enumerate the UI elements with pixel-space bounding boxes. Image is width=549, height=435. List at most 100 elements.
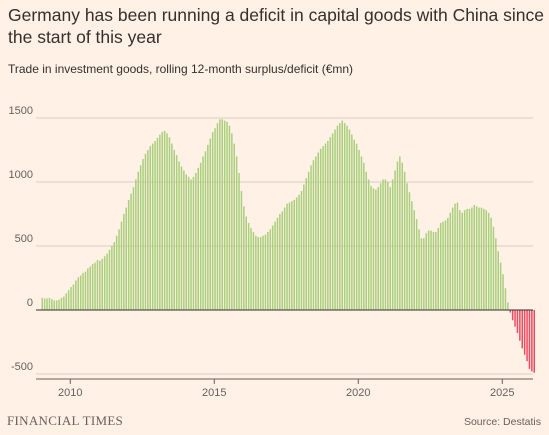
bar bbox=[495, 238, 497, 310]
bar bbox=[485, 210, 487, 310]
bar bbox=[329, 137, 331, 310]
bar bbox=[91, 263, 94, 310]
bar bbox=[346, 125, 348, 311]
bar bbox=[288, 202, 291, 310]
bar bbox=[319, 148, 322, 310]
chart-subtitle: Trade in investment goods, rolling 12-mo… bbox=[8, 62, 354, 76]
bar bbox=[178, 161, 180, 310]
bar bbox=[51, 299, 53, 310]
bar bbox=[84, 271, 87, 310]
bar bbox=[228, 125, 231, 311]
bar bbox=[343, 123, 346, 311]
bar bbox=[214, 128, 216, 310]
bar bbox=[303, 184, 305, 310]
bar bbox=[507, 302, 509, 310]
bar bbox=[358, 150, 360, 310]
bar bbox=[79, 275, 82, 310]
source-note: Source: Destatis bbox=[463, 416, 541, 428]
bar bbox=[331, 133, 334, 310]
bar bbox=[82, 272, 84, 310]
bar bbox=[223, 120, 226, 310]
bar bbox=[408, 192, 411, 310]
bar bbox=[271, 225, 274, 310]
bar bbox=[293, 199, 295, 310]
bar bbox=[487, 212, 490, 310]
bar bbox=[46, 298, 48, 310]
bar bbox=[324, 143, 327, 310]
bar bbox=[399, 156, 401, 310]
bar bbox=[279, 214, 281, 310]
bar bbox=[526, 310, 528, 362]
bar bbox=[420, 238, 423, 310]
bar bbox=[437, 228, 439, 310]
bar bbox=[226, 121, 228, 310]
bar bbox=[60, 297, 63, 310]
bar bbox=[351, 134, 353, 310]
bar bbox=[499, 262, 502, 310]
bar bbox=[468, 208, 471, 310]
bar bbox=[310, 165, 312, 310]
bar bbox=[197, 167, 199, 310]
bar bbox=[231, 133, 233, 310]
bar bbox=[235, 156, 238, 310]
bar bbox=[502, 274, 504, 310]
bar bbox=[480, 207, 483, 310]
bar bbox=[185, 174, 187, 310]
bar bbox=[451, 207, 454, 310]
x-tick-label: 2020 bbox=[346, 387, 370, 399]
bar bbox=[118, 229, 120, 310]
bar bbox=[497, 251, 499, 310]
bar bbox=[456, 202, 459, 310]
bar bbox=[406, 183, 408, 310]
bar bbox=[305, 178, 307, 310]
bar bbox=[67, 290, 70, 310]
bar bbox=[259, 237, 262, 310]
bar bbox=[334, 129, 336, 310]
bar bbox=[250, 228, 252, 310]
x-tick-label: 2025 bbox=[490, 387, 514, 399]
bar bbox=[377, 187, 379, 310]
bar bbox=[41, 297, 43, 310]
bar bbox=[523, 310, 526, 355]
bar bbox=[473, 205, 475, 310]
bar bbox=[264, 234, 267, 310]
bar bbox=[180, 166, 183, 310]
bar bbox=[106, 253, 108, 310]
bar bbox=[463, 210, 466, 310]
bar bbox=[101, 258, 103, 310]
bar bbox=[298, 194, 300, 310]
bar bbox=[461, 212, 463, 310]
bar bbox=[435, 231, 437, 310]
bar bbox=[142, 158, 144, 310]
bar bbox=[363, 162, 365, 310]
bar bbox=[154, 141, 156, 310]
bar bbox=[339, 123, 341, 311]
bar bbox=[247, 222, 250, 310]
y-axis-labels: -500 0 500 1000 1500 bbox=[9, 105, 33, 373]
bar bbox=[221, 119, 223, 310]
bar bbox=[103, 256, 106, 310]
bar bbox=[130, 193, 132, 310]
bar bbox=[360, 156, 363, 310]
bar bbox=[211, 132, 214, 310]
bar bbox=[135, 179, 137, 310]
bar bbox=[202, 156, 204, 310]
bar bbox=[281, 211, 283, 310]
bar bbox=[459, 210, 461, 310]
bar-chart: -500 0 500 1000 1500 2010 2015 2020 2025 bbox=[9, 105, 535, 399]
bar bbox=[444, 220, 447, 310]
bar bbox=[120, 221, 123, 310]
bar bbox=[113, 242, 115, 310]
bar bbox=[432, 231, 435, 310]
bar bbox=[528, 310, 531, 369]
bar bbox=[166, 133, 168, 310]
bar bbox=[159, 134, 161, 310]
bar bbox=[312, 160, 315, 310]
bar bbox=[125, 207, 127, 310]
bar bbox=[63, 296, 65, 310]
bar bbox=[216, 123, 219, 311]
bar bbox=[413, 210, 415, 310]
bar bbox=[341, 120, 343, 310]
bar bbox=[533, 310, 535, 373]
bar bbox=[291, 201, 293, 310]
